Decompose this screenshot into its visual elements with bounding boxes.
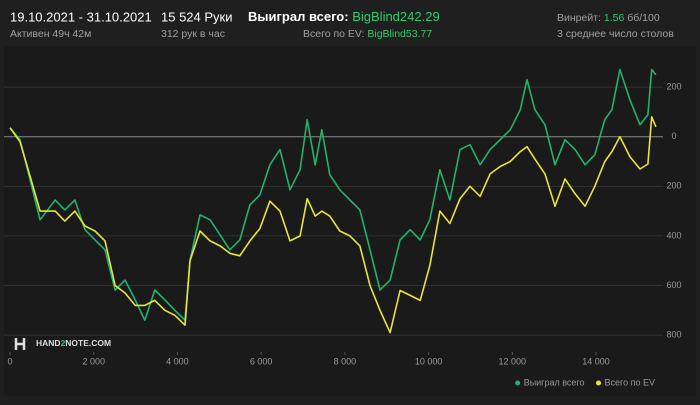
x-tick-label: 4 000	[166, 356, 189, 366]
logo-text: HAND2NOTE.COM	[36, 338, 111, 348]
tables: 3 среднее число столов	[557, 28, 674, 40]
logo: HAND2NOTE.COM	[14, 338, 111, 350]
date-range: 19.10.2021 - 31.10.2021	[10, 9, 152, 24]
active-time: Активен 49ч 42м	[10, 28, 91, 40]
legend-swatch	[515, 380, 521, 386]
ev-label: Всего по EV:	[303, 28, 364, 40]
logo-part: HAND	[36, 338, 61, 348]
ev-total: Всего по EV: BigBlind53.77	[303, 28, 432, 40]
y-tick-label: 400	[666, 230, 681, 240]
y-tick-label: 200	[666, 181, 681, 191]
legend-label: Выиграл всего	[524, 377, 585, 387]
y-tick-label: 600	[666, 280, 681, 290]
x-tick-label: 2 000	[82, 356, 105, 366]
x-tick-label: 0	[7, 356, 12, 366]
y-tick-label: 800	[666, 329, 681, 339]
x-tick-label: 8 000	[334, 356, 357, 366]
logo-part: 2	[61, 338, 66, 348]
winrate-label: Винрейт:	[557, 12, 601, 24]
x-tick-label: 6 000	[250, 356, 273, 366]
hands: 15 524 Руки	[161, 9, 233, 24]
series-line	[9, 68, 657, 321]
plot-panel	[4, 46, 696, 396]
ev-value: BigBlind53.77	[367, 28, 432, 40]
won-label: Выиграл всего:	[248, 9, 349, 24]
x-tick-label: 10 000	[415, 356, 443, 366]
x-tick-label: 14 000	[582, 356, 610, 366]
y-tick-label: 0	[671, 131, 676, 141]
x-tick-label: 12 000	[499, 356, 527, 366]
winrate: Винрейт: 1.56 бб/100	[557, 12, 660, 24]
won-value: BigBlind242.29	[352, 9, 439, 24]
logo-icon	[14, 338, 26, 350]
legend-label: Всего по EV	[605, 377, 655, 387]
hands-per-hour: 312 рук в час	[161, 28, 225, 40]
winrate-value: 1.56	[604, 12, 625, 24]
y-tick-label: 200	[666, 82, 681, 92]
winrate-unit: бб/100	[627, 12, 660, 24]
series-line	[9, 116, 657, 334]
won-total: Выиграл всего: BigBlind242.29	[248, 9, 440, 24]
logo-part: NOTE.COM	[65, 338, 111, 348]
legend-swatch	[596, 380, 602, 386]
